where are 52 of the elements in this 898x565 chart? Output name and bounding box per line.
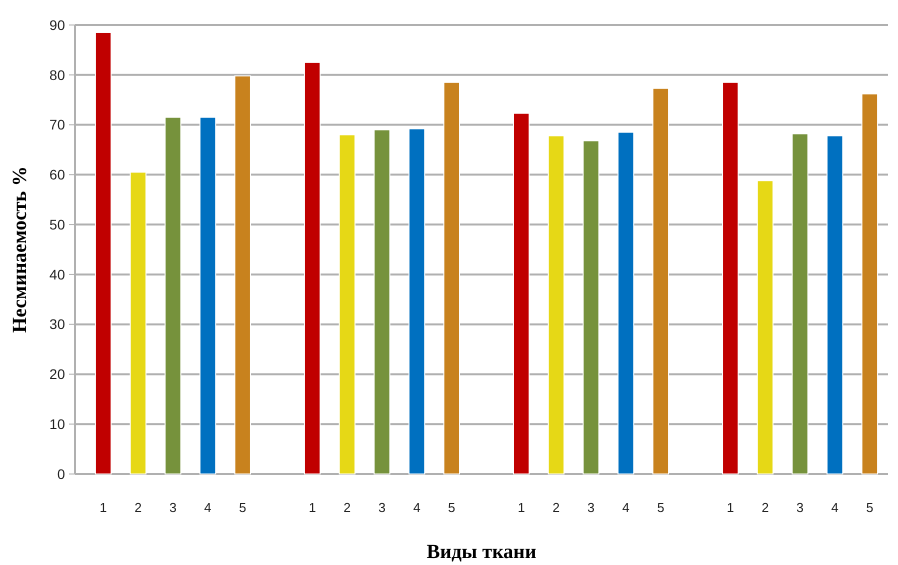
x-tick-label: 5 xyxy=(239,500,246,515)
y-tick-label: 60 xyxy=(49,166,66,183)
y-tick-label: 80 xyxy=(49,66,66,83)
bar xyxy=(582,140,600,474)
bar xyxy=(548,135,565,474)
x-tick-label: 2 xyxy=(762,500,769,515)
x-tick-label: 5 xyxy=(448,500,456,515)
x-tick-label: 2 xyxy=(552,500,560,515)
bar xyxy=(164,116,182,474)
bar xyxy=(826,135,844,474)
bar xyxy=(234,75,251,474)
bar xyxy=(374,129,390,474)
bar xyxy=(722,82,739,474)
x-tick-label: 4 xyxy=(831,500,838,515)
bar xyxy=(618,132,634,474)
x-tick-label: 1 xyxy=(726,500,734,515)
bar xyxy=(304,62,321,474)
x-tick-label: 4 xyxy=(204,500,212,515)
bar xyxy=(443,82,460,474)
x-tick-label: 1 xyxy=(518,500,525,515)
bar xyxy=(130,172,146,474)
x-axis-title: Виды ткани xyxy=(426,541,536,563)
y-tick-label: 40 xyxy=(49,266,66,282)
bar xyxy=(652,88,670,474)
x-tick-label: 4 xyxy=(413,500,420,515)
y-tick-label: 0 xyxy=(57,466,66,482)
bar xyxy=(513,112,530,474)
bar xyxy=(94,32,112,474)
x-tick-label: 3 xyxy=(378,500,386,515)
x-tick-label: 3 xyxy=(169,500,177,515)
bar xyxy=(756,180,774,474)
x-tick-label: 4 xyxy=(622,500,630,515)
y-tick-label: 30 xyxy=(49,316,66,332)
x-tick-label: 5 xyxy=(866,500,874,515)
y-tick-label: 70 xyxy=(49,116,66,133)
x-tick-label: 1 xyxy=(308,500,316,515)
y-tick-label: 50 xyxy=(49,216,66,232)
y-tick-label: 20 xyxy=(49,366,66,382)
bar xyxy=(861,93,878,474)
bar xyxy=(792,133,808,474)
bar xyxy=(338,134,356,474)
bar xyxy=(199,116,216,474)
x-tick-label: 2 xyxy=(134,500,142,515)
x-tick-label: 3 xyxy=(796,500,804,515)
x-tick-label: 5 xyxy=(657,500,664,515)
x-tick-label: 1 xyxy=(100,500,107,515)
y-tick-label: 10 xyxy=(49,416,66,432)
y-tick-label: 90 xyxy=(49,16,66,33)
x-tick-label: 2 xyxy=(344,500,351,515)
y-axis-title: Несминаемость % xyxy=(9,166,31,333)
x-tick-label: 3 xyxy=(587,500,595,515)
bar xyxy=(408,128,426,474)
